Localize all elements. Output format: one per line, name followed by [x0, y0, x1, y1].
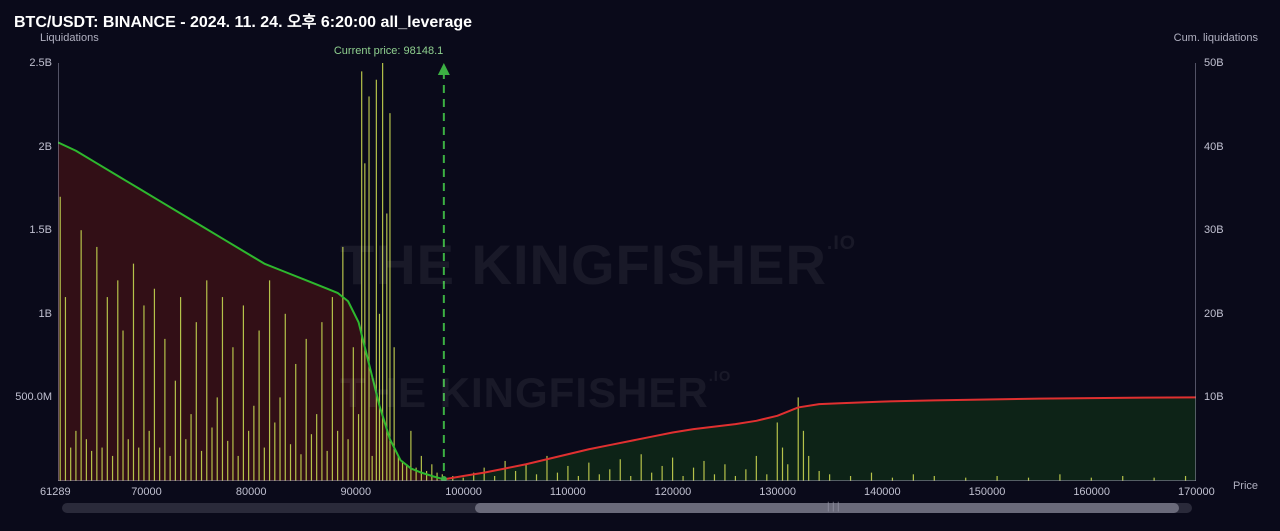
y-left-tick: 1.5B	[29, 225, 52, 236]
x-tick: 61289	[40, 487, 71, 498]
x-tick: 140000	[864, 487, 901, 498]
x-tick: 70000	[131, 487, 162, 498]
y-left-tick: 500.0M	[15, 392, 52, 403]
y-right-tick: 40B	[1204, 142, 1224, 153]
x-tick: 110000	[550, 487, 586, 498]
plot-area	[58, 63, 1196, 481]
x-tick: 120000	[655, 487, 692, 498]
liquidation-chart: BTC/USDT: BINANCE - 2024. 11. 24. 오후 6:2…	[0, 0, 1280, 531]
x-axis-label: Price	[1233, 480, 1258, 492]
x-tick: 130000	[759, 487, 796, 498]
y-left-tick: 2.5B	[29, 58, 52, 69]
y-left-tick: 2B	[39, 142, 52, 153]
chart-title: BTC/USDT: BINANCE - 2024. 11. 24. 오후 6:2…	[14, 8, 472, 32]
y-left-axis-label: Liquidations	[40, 32, 99, 44]
x-tick: 160000	[1073, 487, 1110, 498]
x-tick: 150000	[969, 487, 1006, 498]
x-tick: 80000	[236, 487, 267, 498]
current-price-label: Current price: 98148.1	[334, 45, 443, 57]
x-tick: 90000	[341, 487, 372, 498]
y-left-tick: 1B	[39, 309, 52, 320]
y-right-tick: 30B	[1204, 225, 1224, 236]
x-scrollbar-grip-icon: │││	[826, 502, 841, 512]
y-right-tick: 50B	[1204, 58, 1224, 69]
x-tick: 170000	[1178, 487, 1215, 498]
y-right-tick: 10B	[1204, 392, 1224, 403]
y-right-axis-label: Cum. liquidations	[1174, 32, 1258, 44]
y-right-tick: 20B	[1204, 309, 1224, 320]
plot-svg	[58, 63, 1196, 481]
x-tick: 100000	[445, 487, 482, 498]
